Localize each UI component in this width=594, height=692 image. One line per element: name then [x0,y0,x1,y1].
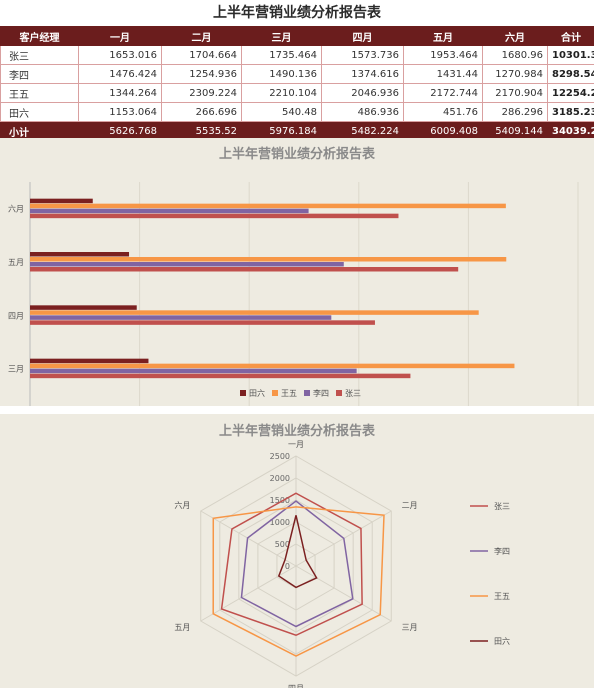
bar [30,359,148,364]
bar-chart: 05001000150020002500一月二月三月四月五月六月田六王五李四张三 [0,138,594,406]
radar-tick-label: 2000 [270,474,290,483]
report-title: 上半年营销业绩分析报告表 [0,0,594,26]
radar-category-label: 四月 [288,684,304,688]
legend-label: 田六 [249,388,265,398]
table-cell: 1476.424 [79,65,162,84]
table-cell: 451.76 [404,103,483,122]
header-cell: 客户经理 [1,27,79,46]
header-cell: 合计 [548,27,594,46]
y-category-label: 六月 [8,204,24,214]
table-cell: 1735.464 [242,46,322,65]
table-cell: 1270.984 [483,65,548,84]
header-cell: 三月 [242,27,322,46]
bar [30,209,309,214]
table-cell: 2170.904 [483,84,548,103]
manager-name: 张三 [1,46,79,65]
legend-swatch [336,390,342,396]
table-header-row: 客户经理 一月 二月 三月 四月 五月 六月 合计 [1,27,594,46]
table-cell: 486.936 [322,103,404,122]
row-total: 12254.2 [548,84,594,103]
bar [30,364,514,369]
radar-category-label: 六月 [174,500,190,510]
radar-tick-label: 0 [285,562,290,571]
table-cell: 1344.264 [79,84,162,103]
bar [30,305,137,310]
table-cell: 1653.016 [79,46,162,65]
table-row: 王五 1344.264 2309.224 2210.104 2046.936 2… [1,84,594,103]
table-cell: 1680.96 [483,46,548,65]
bar [30,315,331,320]
header-cell: 五月 [404,27,483,46]
manager-name: 田六 [1,103,79,122]
bar [30,199,93,204]
table-cell: 1254.936 [162,65,242,84]
bar [30,214,398,219]
table-row: 李四 1476.424 1254.936 1490.136 1374.616 1… [1,65,594,84]
radar-spoke [201,566,296,621]
legend-label: 王五 [494,592,510,601]
table-cell: 1153.064 [79,103,162,122]
table-row: 田六 1153.064 266.696 540.48 486.936 451.7… [1,103,594,122]
manager-name: 李四 [1,65,79,84]
bar-chart-panel: 上半年营销业绩分析报告表 05001000150020002500一月二月三月四… [0,138,594,406]
legend-label: 王五 [281,389,297,398]
y-category-label: 四月 [8,311,24,320]
radar-chart-panel: 上半年营销业绩分析报告表 05001000150020002500一月二月三月四… [0,414,594,688]
table-cell: 286.296 [483,103,548,122]
y-category-label: 三月 [8,365,24,374]
radar-chart: 05001000150020002500一月二月三月四月五月六月张三李四王五田六 [0,414,594,688]
table-cell: 1374.616 [322,65,404,84]
legend-label: 田六 [494,636,510,646]
table-cell: 1490.136 [242,65,322,84]
table-cell: 1431.44 [404,65,483,84]
legend-label: 李四 [313,388,329,398]
header-cell: 二月 [162,27,242,46]
manager-name: 王五 [1,84,79,103]
row-total: 10301.3 [548,46,594,65]
row-total: 8298.54 [548,65,594,84]
legend-swatch [272,390,278,396]
bar [30,257,506,262]
table-cell: 266.696 [162,103,242,122]
radar-chart-title: 上半年营销业绩分析报告表 [0,420,594,439]
header-cell: 六月 [483,27,548,46]
bar [30,252,129,257]
legend-swatch [304,390,310,396]
table-cell: 1953.464 [404,46,483,65]
legend-label: 张三 [494,502,510,511]
bar [30,320,375,325]
table-cell: 2309.224 [162,84,242,103]
bar [30,262,344,267]
bar [30,310,479,315]
y-category-label: 五月 [8,258,24,267]
bar [30,369,357,374]
bar-chart-title: 上半年营销业绩分析报告表 [0,143,594,162]
radar-category-label: 五月 [174,623,190,632]
radar-tick-label: 1500 [270,496,290,505]
legend-label: 李四 [494,546,510,556]
legend-swatch [240,390,246,396]
radar-category-label: 三月 [402,623,418,632]
table-cell: 2172.744 [404,84,483,103]
radar-category-label: 一月 [288,440,304,449]
table-cell: 2210.104 [242,84,322,103]
bar [30,374,410,379]
radar-tick-label: 2500 [270,452,290,461]
header-cell: 一月 [79,27,162,46]
header-cell: 四月 [322,27,404,46]
table-cell: 2046.936 [322,84,404,103]
legend-label: 张三 [345,389,361,398]
sales-table: 客户经理 一月 二月 三月 四月 五月 六月 合计 张三 1653.016 17… [0,26,594,141]
bar [30,204,506,209]
table-cell: 1573.736 [322,46,404,65]
radar-category-label: 二月 [402,501,418,510]
table-row: 张三 1653.016 1704.664 1735.464 1573.736 1… [1,46,594,65]
table-cell: 1704.664 [162,46,242,65]
table-cell: 540.48 [242,103,322,122]
row-total: 3185.23 [548,103,594,122]
bar [30,267,458,272]
